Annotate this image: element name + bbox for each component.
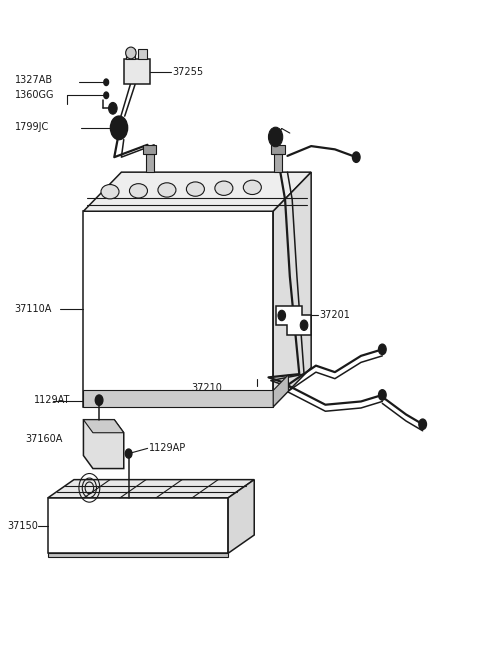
Bar xyxy=(48,498,228,553)
Bar xyxy=(48,553,228,557)
Circle shape xyxy=(104,92,108,99)
Ellipse shape xyxy=(101,185,119,199)
Polygon shape xyxy=(48,480,254,498)
Circle shape xyxy=(278,310,286,321)
Bar xyxy=(138,49,146,59)
Text: 1129AP: 1129AP xyxy=(148,443,186,453)
Bar xyxy=(143,145,156,154)
Polygon shape xyxy=(276,306,311,335)
Text: 37255: 37255 xyxy=(173,67,204,77)
Text: 1799JC: 1799JC xyxy=(14,122,49,131)
Polygon shape xyxy=(273,172,311,407)
Polygon shape xyxy=(228,480,254,553)
Circle shape xyxy=(104,79,108,85)
Bar xyxy=(124,59,150,84)
Polygon shape xyxy=(84,172,311,212)
Ellipse shape xyxy=(243,180,261,194)
Polygon shape xyxy=(273,374,288,407)
Bar xyxy=(274,154,282,172)
Bar xyxy=(271,145,285,154)
Text: 1327AB: 1327AB xyxy=(14,75,53,85)
Circle shape xyxy=(115,123,123,133)
Bar xyxy=(126,49,135,59)
Polygon shape xyxy=(84,420,124,433)
Bar xyxy=(145,154,154,172)
Text: 37150: 37150 xyxy=(8,520,38,531)
Circle shape xyxy=(125,449,132,458)
Text: 37201: 37201 xyxy=(320,311,350,321)
Ellipse shape xyxy=(130,184,147,198)
Ellipse shape xyxy=(215,181,233,195)
Polygon shape xyxy=(84,212,273,407)
Polygon shape xyxy=(84,420,124,468)
Circle shape xyxy=(300,320,308,330)
Text: 37210: 37210 xyxy=(192,384,223,394)
Text: 1129AT: 1129AT xyxy=(34,394,70,405)
Circle shape xyxy=(379,344,386,355)
Ellipse shape xyxy=(186,182,204,196)
Circle shape xyxy=(110,116,128,139)
Ellipse shape xyxy=(126,47,136,59)
Text: 1360GG: 1360GG xyxy=(14,90,54,101)
Text: 37110A: 37110A xyxy=(14,304,52,314)
Circle shape xyxy=(379,390,386,400)
Text: 37160A: 37160A xyxy=(25,434,63,444)
Bar xyxy=(84,390,273,407)
Circle shape xyxy=(96,398,101,405)
Circle shape xyxy=(419,419,426,430)
Circle shape xyxy=(268,127,283,147)
Circle shape xyxy=(352,152,360,162)
Ellipse shape xyxy=(158,183,176,197)
Circle shape xyxy=(96,395,103,405)
Circle shape xyxy=(108,102,117,114)
